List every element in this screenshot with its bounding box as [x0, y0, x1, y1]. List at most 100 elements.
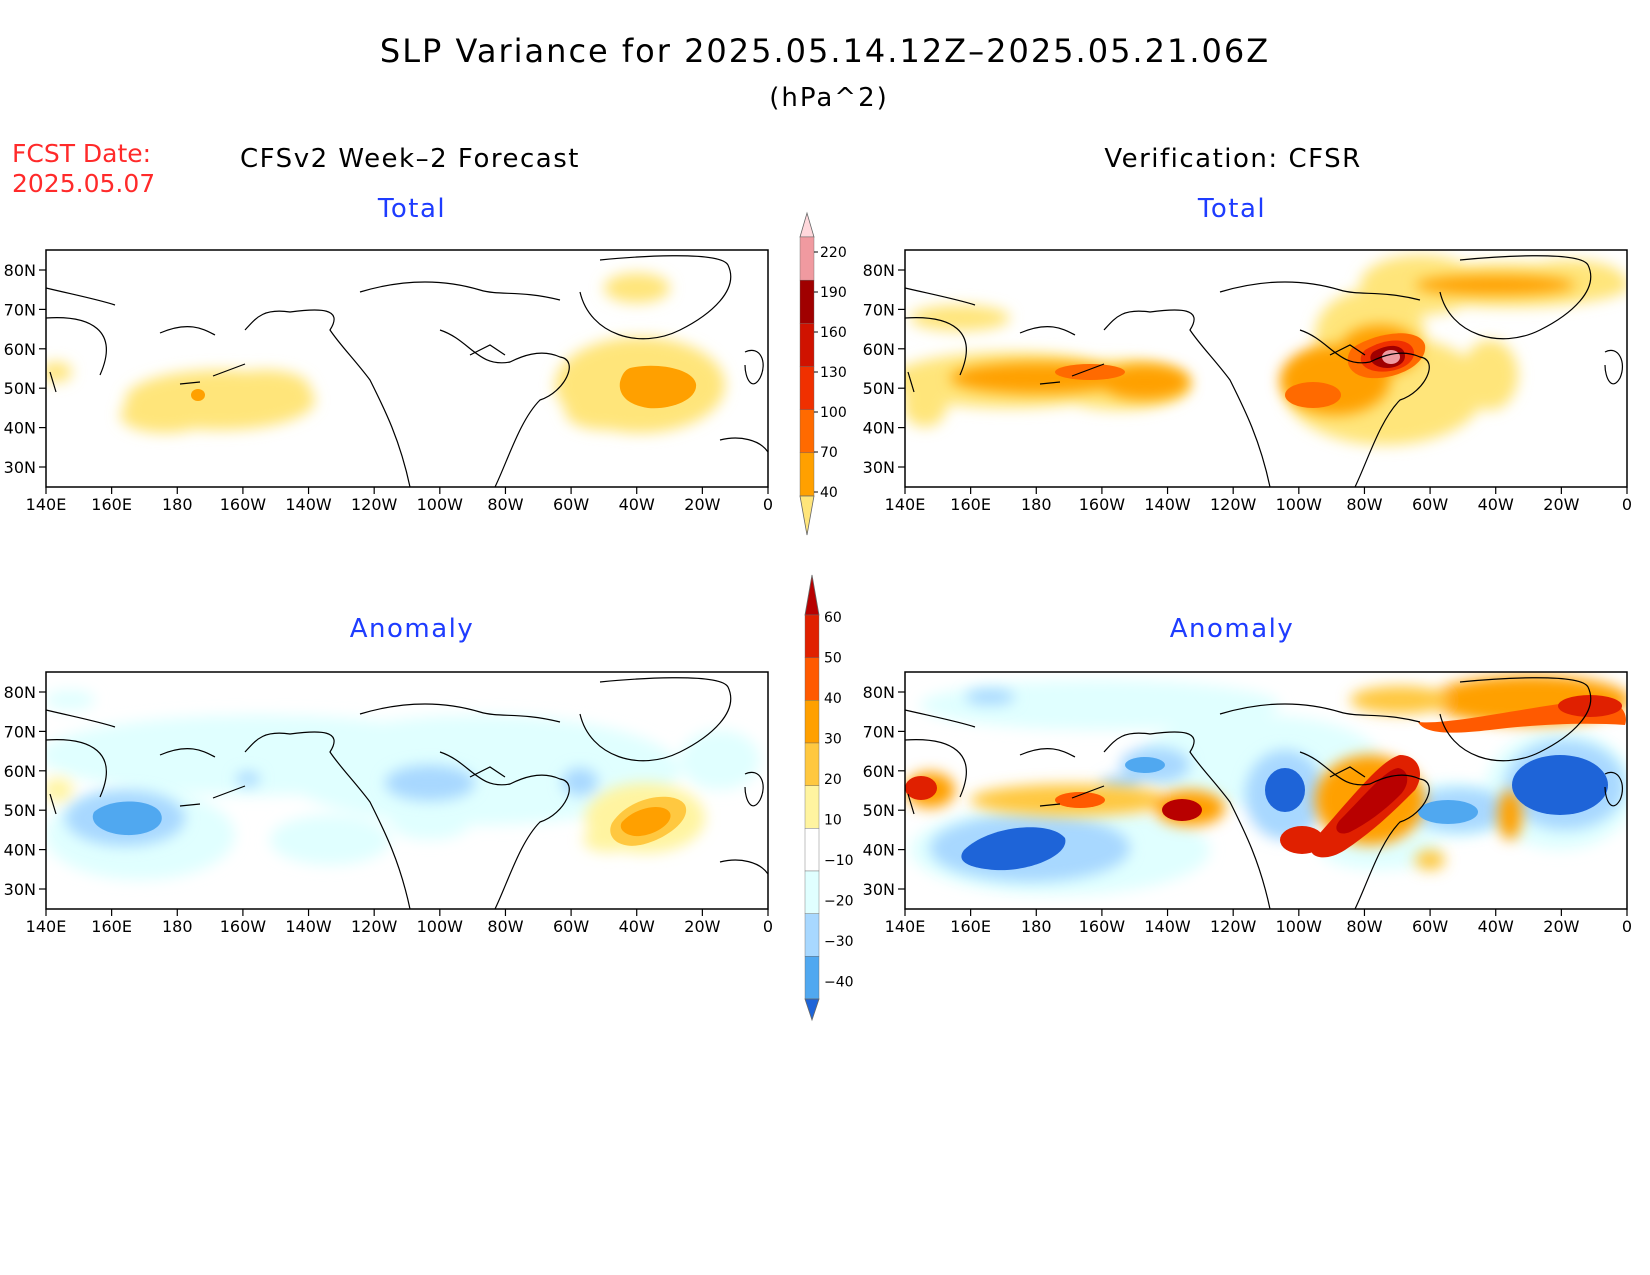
map-frame: [904, 249, 1628, 488]
coastlines: [904, 255, 1624, 488]
verification-header: Verification: CFSR: [1104, 144, 1361, 174]
lon-tick-label: 160E: [950, 917, 991, 936]
colorbar-label: −10: [824, 853, 854, 869]
figure-title: SLP Variance for 2025.05.14.12Z–2025.05.…: [380, 32, 1270, 70]
lat-tick-label: 40N: [863, 841, 895, 860]
lon-tick-label: 60W: [1412, 917, 1448, 936]
colorbar-segment: [799, 409, 815, 454]
colorbar-segment: [804, 657, 820, 701]
lat-tick-label: 30N: [4, 458, 36, 477]
lon-tick-label: 140E: [885, 495, 926, 514]
lon-tick-label: 100W: [417, 495, 464, 514]
lon-tick-label: 80W: [1346, 917, 1382, 936]
colorbar-label: 10: [824, 813, 842, 829]
colorbar-label: 50: [824, 651, 842, 667]
lat-tick-label: 50N: [863, 379, 895, 398]
colorbar-segment: [804, 956, 820, 1000]
colorbar-label: −20: [824, 894, 854, 910]
colorbar-segment: [804, 828, 820, 872]
colorbar-label: 70: [820, 445, 838, 461]
coastlines: [45, 255, 769, 488]
colorbar-label: 220: [820, 245, 847, 261]
colorbar-segment: [804, 574, 820, 616]
lon-tick-label: 60W: [553, 917, 589, 936]
longitude-axis: 140E 160E 180 160W 140W 120W 100W 80W 60W 40W 20W 0: [26, 487, 773, 514]
lat-tick-label: 80N: [4, 683, 36, 702]
map-verification-total: 80N 70N 60N 50N 40N 30N 140E 160E 180 160W 140W 12…: [863, 249, 1632, 514]
colorbar-segment: [799, 236, 815, 281]
lat-tick-label: 60N: [863, 340, 895, 359]
lat-tick-label: 40N: [4, 841, 36, 860]
latitude-axis: 80N 70N 60N 50N 40N 30N: [4, 261, 46, 477]
lon-tick-label: 140W: [285, 917, 332, 936]
lat-tick-label: 70N: [4, 300, 36, 319]
colorbar-label: 60: [824, 610, 842, 626]
lat-tick-label: 80N: [863, 683, 895, 702]
map-forecast-total: 80N 70N 60N 50N 40N 30N 140E 160E 180 160W 140W 12…: [4, 249, 773, 514]
lon-tick-label: 120W: [351, 495, 398, 514]
lon-tick-label: 0: [763, 917, 773, 936]
lon-tick-label: 60W: [1412, 495, 1448, 514]
lon-tick-label: 160E: [91, 495, 132, 514]
figure-subtitle: (hPa^2): [769, 83, 889, 113]
lat-tick-label: 80N: [863, 261, 895, 280]
lat-tick-label: 50N: [863, 801, 895, 820]
colorbar-segment: [804, 913, 820, 957]
lon-tick-label: 0: [1622, 495, 1632, 514]
longitude-axis: 140E 160E 180 160W 140W 120W 100W 80W 60W 40W 20W 0: [885, 487, 1632, 514]
lon-tick-label: 80W: [487, 495, 523, 514]
lon-tick-label: 120W: [1210, 495, 1257, 514]
lon-tick-label: 100W: [417, 917, 464, 936]
lon-tick-label: 20W: [1543, 917, 1579, 936]
colorbar-segment: [799, 279, 815, 324]
colorbar-segment: [804, 870, 820, 914]
colorbar-total: 220 190 160 130 100 70 40: [799, 211, 847, 536]
lat-tick-label: 70N: [4, 722, 36, 741]
map-frame: [904, 671, 1628, 910]
lon-tick-label: 80W: [487, 917, 523, 936]
colorbar-segment: [799, 211, 815, 238]
lon-tick-label: 20W: [684, 495, 720, 514]
lon-tick-label: 180: [162, 917, 193, 936]
lat-tick-label: 80N: [4, 261, 36, 280]
latitude-axis: 80N 70N 60N 50N 40N 30N: [863, 261, 905, 477]
lon-tick-label: 40W: [619, 495, 655, 514]
map-forecast-anomaly: 80N 70N 60N 50N 40N 30N 140E 160E 180 160W 140W 12…: [4, 671, 773, 936]
lat-tick-label: 60N: [4, 762, 36, 781]
lon-tick-label: 100W: [1276, 917, 1323, 936]
panel-title-forecast-total: Total: [377, 194, 446, 224]
colorbar-segment: [804, 614, 820, 658]
lon-tick-label: 80W: [1346, 495, 1382, 514]
colorbar-label: 160: [820, 325, 847, 341]
lon-tick-label: 120W: [351, 917, 398, 936]
lon-tick-label: 160E: [91, 917, 132, 936]
lat-tick-label: 50N: [4, 379, 36, 398]
colorbar-label: 40: [824, 691, 842, 707]
lat-tick-label: 70N: [863, 300, 895, 319]
lon-tick-label: 160W: [220, 917, 267, 936]
latitude-axis: 80N 70N 60N 50N 40N 30N: [4, 683, 46, 899]
lon-tick-label: 60W: [553, 495, 589, 514]
lon-tick-label: 180: [162, 495, 193, 514]
longitude-axis: 140E 160E 180 160W 140W 120W 100W 80W 60W 40W 20W 0: [26, 909, 773, 936]
panel-title-forecast-anomaly: Anomaly: [350, 614, 475, 644]
map-frame: [45, 249, 769, 488]
lon-tick-label: 120W: [1210, 917, 1257, 936]
colorbar-label: −40: [824, 975, 854, 991]
lat-tick-label: 40N: [863, 419, 895, 438]
lon-tick-label: 160E: [950, 495, 991, 514]
colorbar-segment: [804, 742, 820, 786]
lat-tick-label: 70N: [863, 722, 895, 741]
colorbar-segment: [799, 366, 815, 410]
lon-tick-label: 160W: [220, 495, 267, 514]
longitude-axis: 140E 160E 180 160W 140W 120W 100W 80W 60W 40W 20W 0: [885, 909, 1632, 936]
lon-tick-label: 20W: [684, 917, 720, 936]
lon-tick-label: 0: [763, 495, 773, 514]
latitude-axis: 80N 70N 60N 50N 40N 30N: [863, 683, 905, 899]
lon-tick-label: 160W: [1079, 495, 1126, 514]
lat-tick-label: 30N: [863, 880, 895, 899]
fcst-label: FCST Date:: [12, 139, 151, 168]
lon-tick-label: 20W: [1543, 495, 1579, 514]
colorbar-segment: [804, 700, 820, 744]
